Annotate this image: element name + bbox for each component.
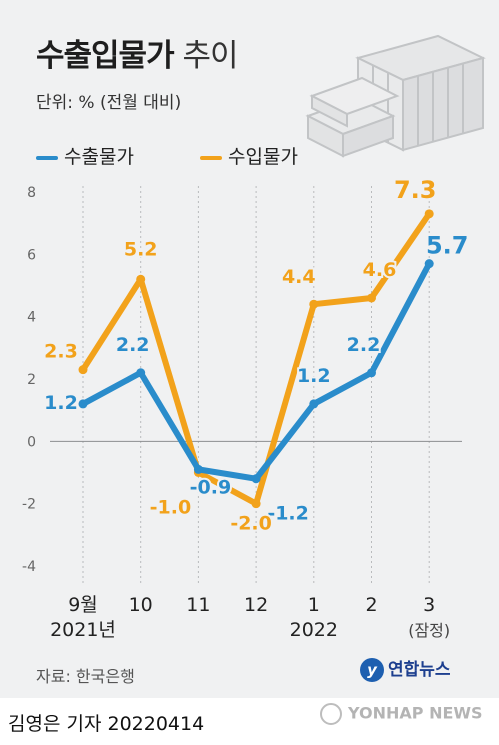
data-point-import <box>251 499 261 509</box>
data-label-import: -2.0 <box>230 513 272 535</box>
x-tick-label: 12 <box>244 594 268 616</box>
data-label-export: 5.7 <box>426 232 469 260</box>
data-label-import: -1.0 <box>150 497 192 519</box>
data-point-import <box>309 299 319 309</box>
data-label-import: 2.3 <box>44 341 78 363</box>
data-label-import: 4.6 <box>363 259 397 281</box>
x-tick-label: 2 <box>365 594 377 616</box>
data-label-export: -0.9 <box>190 476 232 498</box>
legend-export: 수출물가 <box>36 142 134 169</box>
data-point-import <box>367 293 376 303</box>
data-point-import <box>78 365 88 375</box>
x-tick-label: 2022 <box>290 619 338 641</box>
x-tick-label: (잠정) <box>408 621 450 640</box>
data-point-import <box>424 209 434 219</box>
y-tick-label: 8 <box>27 185 36 201</box>
y-tick-label: -4 <box>22 559 36 575</box>
x-tick-label: 2021년 <box>50 619 116 641</box>
x-tick-label: 3 <box>423 594 435 616</box>
data-label-import: 7.3 <box>394 176 437 204</box>
reporter-byline: 김영은 기자 20220414 <box>8 713 205 735</box>
yonhap-logo-text: 연합뉴스 <box>388 660 451 680</box>
source-note: 자료: 한국은행 <box>36 667 135 686</box>
y-tick-label: 6 <box>27 247 36 263</box>
legend-import: 수입물가 <box>200 142 298 169</box>
y-tick-label: 4 <box>27 310 36 326</box>
legend-export-swatch <box>36 155 58 160</box>
data-label-export: 1.2 <box>297 365 331 387</box>
data-point-export <box>367 368 376 378</box>
data-label-export: -1.2 <box>267 503 309 525</box>
title-main: 수출입물가 <box>36 38 175 74</box>
data-point-export <box>251 474 261 484</box>
x-tick-label: 9월 <box>68 594 98 616</box>
data-point-export <box>193 464 203 474</box>
yonhap-logo: y 연합뉴스 <box>360 655 451 682</box>
x-tick-label: 11 <box>186 594 210 616</box>
legend-export-label: 수출물가 <box>64 146 134 168</box>
legend-import-label: 수입물가 <box>228 146 298 168</box>
data-label-export: 2.2 <box>116 334 150 356</box>
x-tick-label: 10 <box>129 594 153 616</box>
y-tick-label: 2 <box>27 372 36 388</box>
watermark-text: YONHAP NEWS <box>348 703 483 723</box>
line-chart: 8 6 4 2 0 -2 -4 9월 2021년 10 11 12 1 2022 2 3 (잠정) 1.2 2.2 -… <box>22 174 470 641</box>
title-sub: 추이 <box>182 38 238 74</box>
x-tick-label: 1 <box>308 594 320 616</box>
boxes-icon <box>305 34 486 158</box>
watermark: YONHAP NEWS <box>320 703 483 725</box>
data-label-export: 2.2 <box>347 334 381 356</box>
watermark-icon <box>320 703 342 725</box>
chart-title: 수출입물가 추이 <box>36 30 239 75</box>
data-point-export <box>309 399 319 409</box>
data-point-export <box>136 368 146 378</box>
data-point-export <box>78 399 88 409</box>
data-point-export <box>424 259 434 269</box>
data-point-import <box>136 274 146 284</box>
yonhap-logo-icon: y <box>360 658 384 682</box>
data-label-import: 5.2 <box>124 238 158 260</box>
data-label-import: 4.4 <box>282 266 316 288</box>
y-tick-label: 0 <box>27 434 36 450</box>
data-label-export: 1.2 <box>44 392 78 414</box>
legend-import-swatch <box>200 155 222 160</box>
unit-label: 단위: % (전월 대비) <box>36 93 182 113</box>
y-tick-label: -2 <box>22 497 36 513</box>
